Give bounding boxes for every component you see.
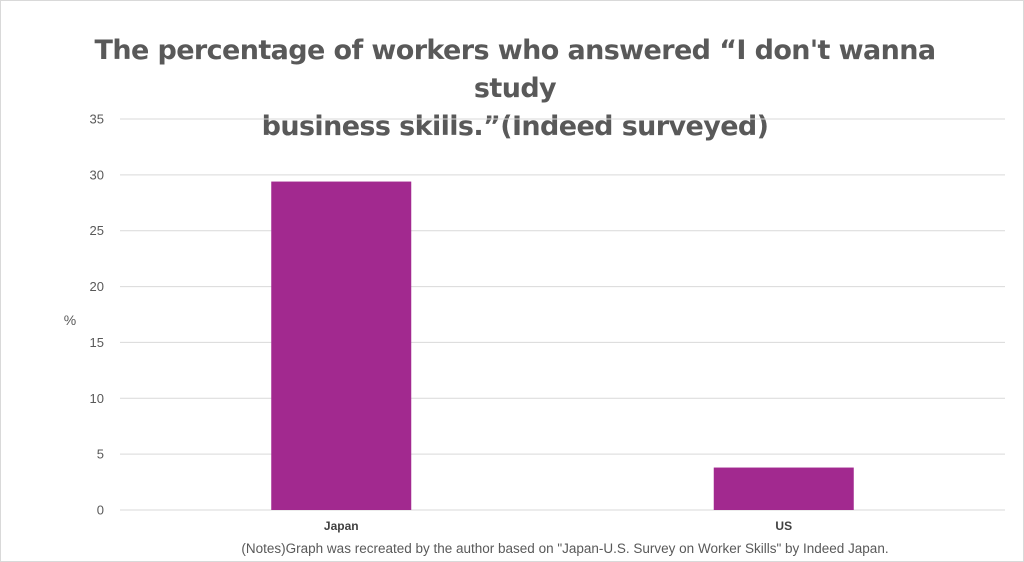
y-tick-label: 5: [97, 447, 104, 462]
axis-labels: 0 5 10 15 20 25 30 35 Japan US: [90, 112, 793, 534]
bars: [271, 181, 854, 510]
bar-japan: [271, 181, 412, 510]
y-axis-label: %: [64, 312, 76, 328]
y-tick-label: 20: [90, 279, 104, 294]
chart-title-line-1: The percentage of workers who answered “…: [94, 35, 937, 104]
chart-title-line-2: business skills.”(Indeed surveyed): [261, 111, 769, 142]
y-tick-label: 35: [90, 112, 104, 127]
bar-us: [713, 467, 854, 510]
y-tick-label: 10: [90, 391, 104, 406]
x-category-label: US: [775, 519, 792, 533]
y-tick-label: 30: [90, 167, 104, 182]
chart-title: The percentage of workers who answered “…: [80, 32, 950, 146]
y-tick-label: 15: [90, 335, 104, 350]
chart-note: (Notes)Graph was recreated by the author…: [241, 541, 889, 556]
x-category-label: Japan: [324, 519, 359, 533]
gridlines: [120, 118, 1005, 511]
y-tick-label: 25: [90, 223, 104, 238]
y-tick-label: 0: [97, 503, 104, 518]
